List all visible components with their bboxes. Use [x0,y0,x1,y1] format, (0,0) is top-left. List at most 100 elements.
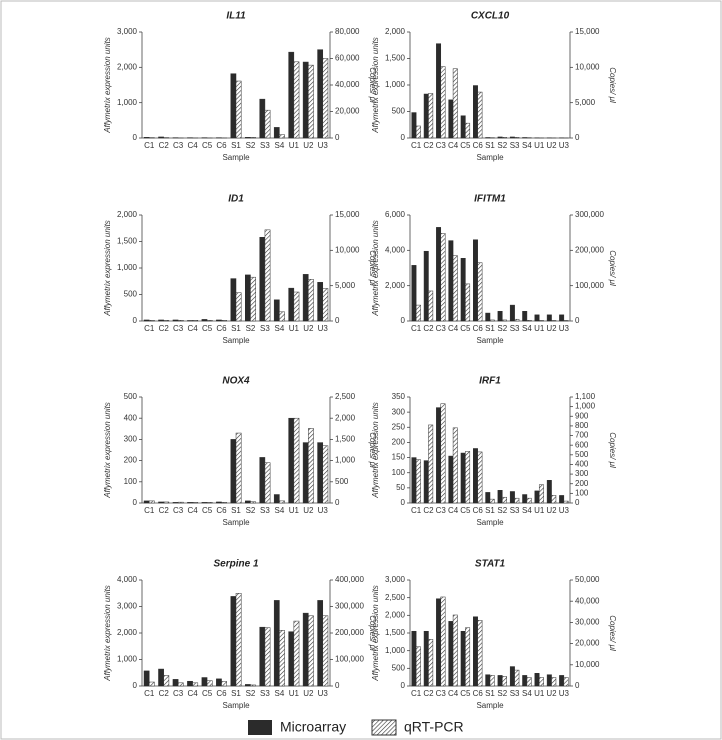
bar [502,496,507,504]
bar [538,320,544,322]
y2-tick-label: 2,500 [335,392,356,401]
y-tick-label: 0 [401,498,406,507]
bar [477,451,483,504]
bar [522,311,528,322]
bar [143,670,150,687]
bar [158,319,164,322]
bar [293,291,300,322]
bar [192,682,199,687]
bar [216,501,222,504]
bar [187,320,193,322]
bar [279,311,285,322]
bar [143,319,150,322]
bar [423,630,429,687]
x-tick-label: S2 [497,324,507,333]
x-tick-label: U1 [289,141,300,150]
bar [273,494,280,504]
bar [302,274,309,322]
x-tick-label: U2 [546,689,557,698]
bar [514,497,520,504]
bar [440,403,446,504]
y-tick-label: 100 [124,477,138,486]
x-tick-label: S4 [522,689,532,698]
bar [563,677,569,687]
bar [250,501,256,504]
x-tick-label: S1 [485,141,495,150]
bar [551,320,557,322]
y2-tick-label: 30,000 [575,618,600,627]
y2-tick-label: 600 [575,440,589,449]
bar [264,627,271,687]
bar [177,320,184,322]
bar [206,502,213,504]
bar [460,115,466,139]
y-axis-label: Affymetrix expression units [103,402,112,499]
bar [538,484,544,504]
bar [460,452,466,504]
x-tick-label: U2 [303,324,314,333]
x-tick-label: S3 [260,141,270,150]
y2-tick-label: 0 [335,316,340,325]
bar [489,675,495,687]
bar [158,501,164,504]
x-tick-label: S3 [510,689,520,698]
bar [497,675,503,687]
x-tick-label: U3 [559,689,570,698]
bar [235,432,242,504]
bar [148,681,155,687]
x-tick-label: S1 [231,506,241,515]
x-tick-label: C2 [423,324,434,333]
bar [201,502,208,504]
bar [526,677,532,687]
x-tick-label: C3 [436,506,447,515]
x-axis-label: Sample [476,153,504,162]
bar [308,615,314,687]
y-tick-label: 1,000 [385,646,406,655]
bar [322,288,329,322]
bar [259,457,266,504]
y2-tick-label: 10,000 [575,62,600,71]
x-tick-label: S2 [497,141,507,150]
bar [317,442,324,504]
bar [235,292,242,322]
y2-tick-label: 15,000 [575,27,600,36]
y-tick-label: 3,000 [385,575,406,584]
x-tick-label: C5 [202,506,213,515]
y2-tick-label: 5,000 [335,281,356,290]
x-tick-label: C4 [187,689,198,698]
x-tick-label: C6 [216,689,227,698]
x-axis-label: Sample [222,518,250,527]
x-tick-label: U2 [546,506,557,515]
bar [163,501,170,504]
bar [279,630,285,687]
legend-swatch [371,719,397,736]
bar [551,495,557,504]
bar [509,491,515,504]
bar [509,666,515,687]
x-tick-label: C1 [411,324,422,333]
bar [473,239,478,322]
bar [230,73,237,139]
bar [411,112,417,139]
bar [148,500,155,504]
bar [448,621,454,687]
x-tick-label: U3 [318,689,329,698]
x-tick-label: C5 [202,324,213,333]
bar [452,614,458,687]
bar [293,61,300,139]
chart-title: CXCL10 [471,11,510,22]
bar [485,674,491,687]
bar [514,669,520,687]
bar [526,320,532,322]
x-tick-label: C1 [411,141,422,150]
y-tick-label: 300 [124,435,138,444]
y-tick-label: 2,000 [385,610,406,619]
x-tick-label: C6 [473,141,484,150]
y2-axis-label: Copies/ μl [368,67,377,103]
y-tick-label: 500 [124,290,138,299]
bar [522,137,528,139]
bar [452,427,458,504]
bar [235,80,242,139]
chart-title: ID1 [228,194,244,205]
bar [143,500,150,504]
